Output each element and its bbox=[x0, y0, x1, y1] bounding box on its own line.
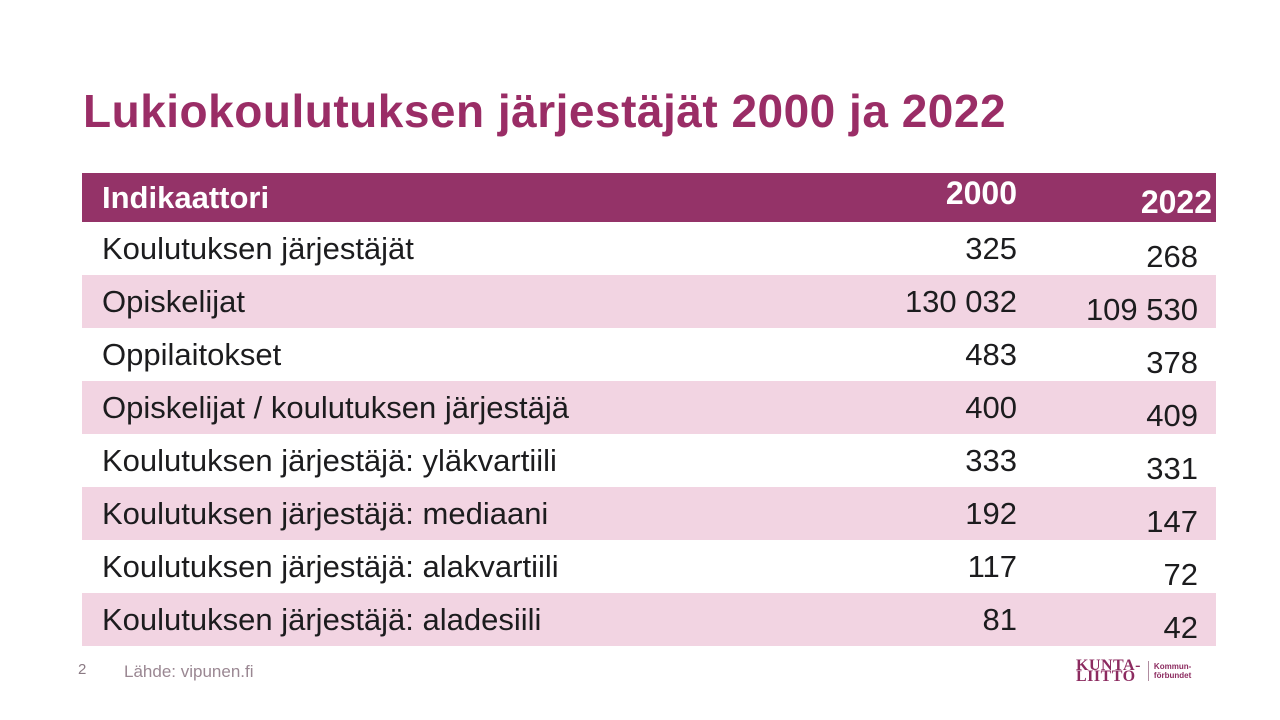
table-body: Koulutuksen järjestäjät 325 268 Opiskeli… bbox=[82, 222, 1216, 646]
value-2000: 400 bbox=[965, 389, 1017, 425]
row-label: Opiskelijat / koulutuksen järjestäjä bbox=[102, 389, 569, 425]
logo-line-forbundet: förbundet bbox=[1153, 671, 1192, 680]
page-number: 2 bbox=[78, 661, 87, 678]
table-row: Koulutuksen järjestäjät 325 268 bbox=[82, 222, 1216, 275]
value-2000: 81 bbox=[982, 601, 1017, 637]
column-header-indicator: Indikaattori bbox=[102, 179, 270, 215]
kuntaliitto-logo: KUNTA- LIITTO Kommun- förbundet bbox=[1076, 657, 1191, 685]
value-2000: 192 bbox=[965, 495, 1017, 531]
row-label: Opiskelijat bbox=[102, 283, 245, 319]
value-2022: 268 bbox=[1146, 238, 1198, 274]
value-2000: 333 bbox=[965, 442, 1017, 478]
value-2022: 109 530 bbox=[1085, 291, 1198, 327]
value-2000: 483 bbox=[965, 336, 1017, 372]
page-title: Lukiokoulutuksen järjestäjät 2000 ja 202… bbox=[83, 85, 1007, 137]
kuntaliitto-logo-swedish: Kommun- förbundet bbox=[1154, 662, 1191, 680]
table-row: Koulutuksen järjestäjä: mediaani 192 147 bbox=[82, 487, 1216, 540]
row-label: Oppilaitokset bbox=[102, 336, 282, 372]
table-row: Opiskelijat / koulutuksen järjestäjä 400… bbox=[82, 381, 1216, 434]
table-row: Koulutuksen järjestäjä: aladesiili 81 42 bbox=[82, 593, 1216, 646]
value-2022: 147 bbox=[1146, 503, 1198, 539]
table-row: Koulutuksen järjestäjä: yläkvartiili 333… bbox=[82, 434, 1216, 487]
value-2022: 72 bbox=[1163, 556, 1198, 592]
value-2000: 117 bbox=[967, 548, 1017, 584]
value-2022: 331 bbox=[1146, 450, 1198, 486]
value-2022: 378 bbox=[1146, 344, 1198, 380]
column-header-2022: 2022 bbox=[1140, 184, 1212, 220]
kuntaliitto-logo-wordmark: KUNTA- LIITTO bbox=[1076, 657, 1141, 685]
value-2022: 42 bbox=[1163, 609, 1198, 645]
row-label: Koulutuksen järjestäjät bbox=[102, 230, 414, 266]
logo-divider bbox=[1147, 661, 1149, 681]
row-label: Koulutuksen järjestäjä: mediaani bbox=[102, 495, 549, 531]
value-2000: 325 bbox=[965, 230, 1017, 266]
indicator-table: Indikaattori 2000 2022 Koulutuksen järje… bbox=[82, 173, 1216, 646]
table-header-row: Indikaattori 2000 2022 bbox=[82, 173, 1216, 222]
logo-line-kunta: KUNTA- bbox=[1076, 657, 1141, 674]
source-note: Lähde: vipunen.fi bbox=[124, 662, 254, 681]
row-label: Koulutuksen järjestäjä: alakvartiili bbox=[102, 548, 559, 584]
column-header-2000: 2000 bbox=[945, 175, 1017, 211]
value-2000: 130 032 bbox=[904, 283, 1017, 319]
value-2022: 409 bbox=[1146, 397, 1198, 433]
table-row: Opiskelijat 130 032 109 530 bbox=[82, 275, 1216, 328]
logo-line-liitto: LIITTO bbox=[1076, 668, 1136, 685]
table-row: Koulutuksen järjestäjä: alakvartiili 117… bbox=[82, 540, 1216, 593]
row-label: Koulutuksen järjestäjä: aladesiili bbox=[102, 601, 542, 637]
logo-line-kommun: Kommun- bbox=[1153, 662, 1192, 671]
table-row: Oppilaitokset 483 378 bbox=[82, 328, 1216, 381]
row-label: Koulutuksen järjestäjä: yläkvartiili bbox=[102, 442, 557, 478]
